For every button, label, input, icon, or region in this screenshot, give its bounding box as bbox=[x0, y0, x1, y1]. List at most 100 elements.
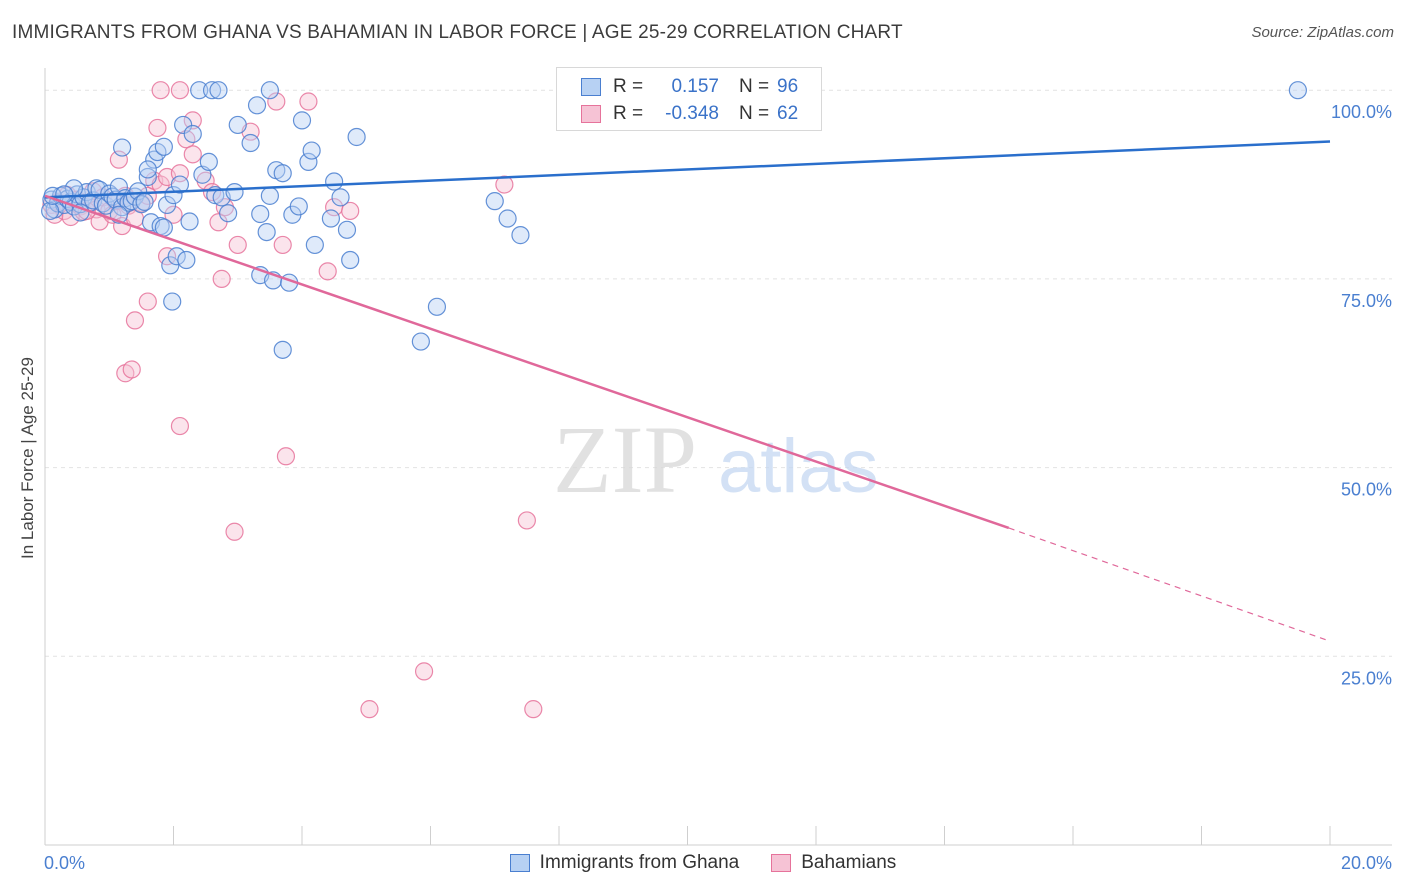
ghana-point-51 bbox=[163, 292, 182, 311]
series-legend-bahamians-label: Bahamians bbox=[801, 852, 897, 873]
ghana-point-45 bbox=[183, 124, 202, 144]
ghana-point-89 bbox=[225, 182, 244, 202]
ghana-point-64 bbox=[331, 188, 350, 207]
legend-r-value: -0.348 bbox=[665, 103, 719, 124]
x-tick-label-1: 20.0% bbox=[1341, 853, 1392, 873]
bahamians-points bbox=[42, 81, 543, 719]
tick-labels: 25.0% 50.0% 75.0% 100.0% 0.0% 20.0% bbox=[44, 102, 1392, 873]
bahamians-point-39 bbox=[273, 235, 292, 255]
ghana-point-61 bbox=[299, 152, 318, 171]
y-tick-label-2: 75.0% bbox=[1341, 291, 1392, 311]
y-tick-label-0: 25.0% bbox=[1341, 668, 1392, 688]
bahamians-point-60 bbox=[109, 150, 128, 169]
bahamians-point-42 bbox=[122, 360, 141, 379]
ghana-point-54 bbox=[251, 204, 270, 224]
ghana-point-80 bbox=[260, 81, 279, 100]
ghana-point-36 bbox=[157, 195, 177, 215]
bahamians-point-32 bbox=[209, 213, 228, 232]
bahamians-point-59 bbox=[148, 118, 167, 138]
ghana-point-53 bbox=[241, 133, 260, 153]
series-legend-bahamians[interactable]: Bahamians bbox=[771, 852, 896, 874]
bahamians-point-36 bbox=[212, 269, 231, 288]
y-tick-label-3: 100.0% bbox=[1331, 102, 1392, 122]
source-label: Source: ZipAtlas.com bbox=[1251, 24, 1394, 41]
ghana-point-42 bbox=[167, 247, 186, 266]
ghana-point-47 bbox=[199, 152, 218, 171]
ghana-point-56 bbox=[260, 186, 279, 205]
legend-n-label: N = bbox=[739, 103, 770, 124]
ghana-point-52 bbox=[228, 115, 247, 135]
bahamians-point-43 bbox=[170, 416, 190, 436]
ghana-point-66 bbox=[341, 250, 360, 270]
ghana-point-75 bbox=[511, 226, 530, 245]
bahamians-point-48 bbox=[318, 262, 337, 281]
bahamians-point-49 bbox=[299, 92, 318, 111]
ghana-point-50 bbox=[219, 204, 238, 223]
watermark-zip: ZIP bbox=[553, 406, 697, 513]
bahamians-point-52 bbox=[414, 662, 434, 681]
bahamians-point-54 bbox=[524, 700, 543, 719]
ghana-point-76 bbox=[347, 127, 366, 147]
legend-r-value: 0.157 bbox=[671, 76, 719, 97]
bahamians-point-35 bbox=[138, 292, 157, 311]
ghana-point-35 bbox=[154, 137, 173, 156]
grid-lines bbox=[45, 89, 1392, 657]
series-legend-ghana[interactable]: Immigrants from Ghana bbox=[509, 852, 740, 874]
ghana-point-74 bbox=[498, 209, 517, 228]
ghana-point-72 bbox=[411, 332, 430, 351]
legend-row-ghana: R = 0.157 N = 96 bbox=[581, 75, 798, 99]
y-tick-label-1: 50.0% bbox=[1341, 480, 1392, 500]
bahamians-point-51 bbox=[517, 511, 536, 530]
ghana-point-85 bbox=[1288, 81, 1307, 100]
legend-n-value: 96 bbox=[777, 76, 799, 97]
ghana-point-86 bbox=[41, 201, 60, 221]
ghana-point-77 bbox=[190, 81, 209, 100]
bahamians-point-45 bbox=[225, 522, 244, 541]
bahamians-point-53 bbox=[360, 700, 379, 719]
legend-n-label: N = bbox=[739, 76, 770, 97]
watermark: ZIP atlas bbox=[553, 406, 879, 513]
axes bbox=[44, 68, 1392, 846]
bahamians-point-50 bbox=[495, 175, 514, 194]
legend-r-label: R = bbox=[613, 103, 644, 124]
ghana-point-44 bbox=[180, 212, 199, 231]
bahamians-point-37 bbox=[228, 235, 247, 255]
bahamians-point-55 bbox=[151, 81, 170, 100]
ghana-point-41 bbox=[161, 256, 180, 275]
chart-title: IMMIGRANTS FROM GHANA VS BAHAMIAN IN LAB… bbox=[12, 22, 903, 43]
ghana-point-17 bbox=[96, 196, 116, 215]
ghana-point-29 bbox=[135, 192, 154, 212]
ghana-trend-line bbox=[44, 140, 1331, 199]
ghana-point-73 bbox=[485, 192, 504, 211]
bahamians-point-44 bbox=[276, 447, 296, 466]
ghana-point-43 bbox=[177, 250, 196, 270]
x-tick-label-0: 0.0% bbox=[44, 853, 85, 873]
ghana-point-78 bbox=[202, 81, 222, 100]
trend-lines bbox=[44, 140, 1331, 642]
bahamians-trend-line bbox=[44, 194, 1010, 530]
bahamians-point-29 bbox=[183, 145, 202, 164]
legend-row-bahamians: R = -0.348 N = 62 bbox=[581, 102, 798, 126]
legend-r-label: R = bbox=[613, 76, 644, 97]
ghana-point-30 bbox=[138, 167, 157, 187]
ghana-point-92 bbox=[321, 209, 341, 228]
ghana-points bbox=[41, 81, 1307, 359]
ghana-point-28 bbox=[132, 195, 151, 214]
bahamians-point-58 bbox=[183, 111, 202, 130]
ghana-point-55 bbox=[257, 222, 276, 242]
bahamians-point-31 bbox=[202, 182, 222, 202]
ghana-point-40 bbox=[112, 138, 132, 157]
ghana-point-70 bbox=[273, 340, 292, 359]
legend-swatch-ghana bbox=[509, 854, 530, 872]
ghana-point-62 bbox=[305, 235, 324, 255]
ghana-point-65 bbox=[337, 220, 357, 239]
bahamians-point-40 bbox=[125, 311, 145, 330]
ghana-point-71 bbox=[427, 297, 447, 316]
series-legend: Immigrants from Ghana Bahamians bbox=[0, 852, 1406, 874]
series-legend-ghana-label: Immigrants from Ghana bbox=[539, 852, 740, 873]
ghana-point-88 bbox=[138, 160, 157, 179]
ghana-point-83 bbox=[302, 141, 321, 160]
legend-swatch-bahamians bbox=[581, 105, 601, 123]
correlation-legend: R = 0.157 N = 96 R = -0.348 N = 62 bbox=[556, 67, 822, 131]
